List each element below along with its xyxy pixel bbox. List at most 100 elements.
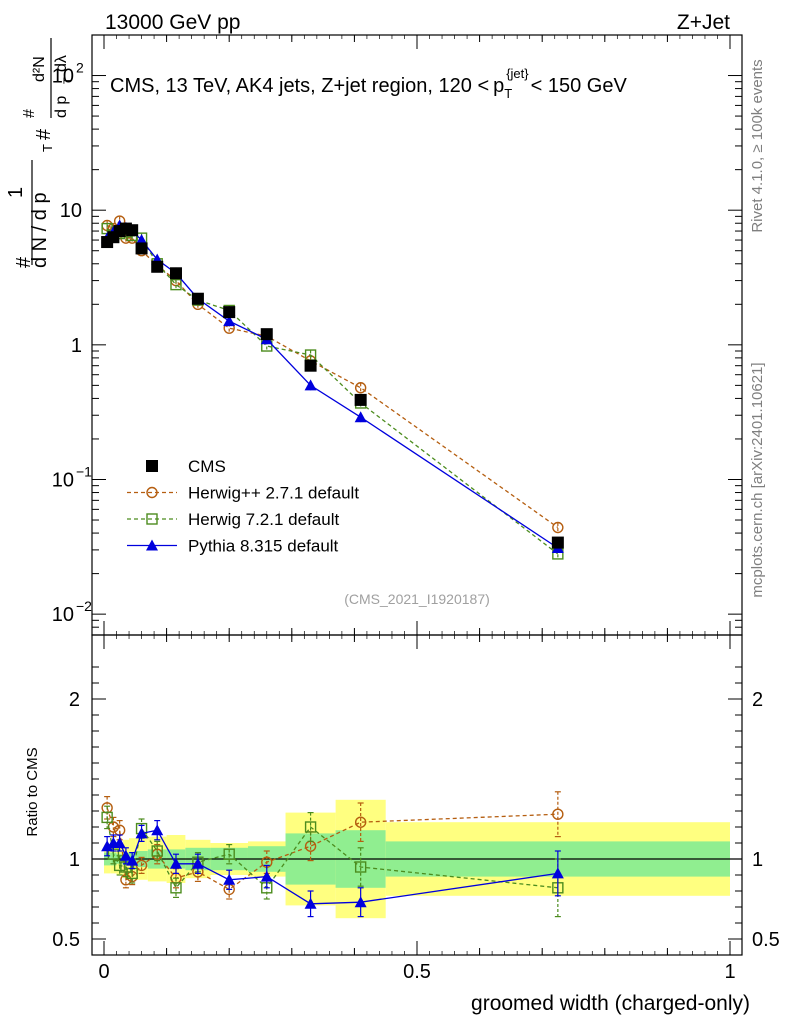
y-tick-label: 10 [60,200,82,222]
title-p: p [493,75,504,97]
chart-title: CMS, 13 TeV, AK4 jets, Z+jet region, 120… [110,66,627,101]
ylabel-hash-top: # [13,256,35,268]
analysis-id: (CMS_2021_I1920187) [344,591,490,607]
data-point [191,857,204,869]
x-tick-label: 1 [724,961,735,983]
data-point [135,242,148,255]
svg-text:CMS, 13 TeV, AK4 jets, Z+jet r: CMS, 13 TeV, AK4 jets, Z+jet region, 120… [110,66,627,101]
legend-label: CMS [188,457,226,476]
ylabel-num-hash: # [21,109,38,118]
data-point [223,315,236,327]
data-point [354,816,367,828]
ratio-series [101,791,564,918]
data-point [135,827,148,839]
data-point [151,824,164,836]
series-line [106,219,559,529]
data-point [260,870,273,882]
y-tick-label: 10 [52,469,74,491]
ylabel-den-sub: T [62,77,74,84]
legend-label: Herwig++ 2.7.1 default [188,484,359,503]
title-sup: {jet} [506,66,529,81]
legend-item: CMS [146,457,226,476]
ratio-series-2 [101,805,564,918]
header-energy-label: 13000 GeV pp [105,11,240,34]
ratio-y-tick-label-right: 1 [752,849,763,871]
data-point [146,486,158,499]
data-point [552,808,564,820]
ratio-y-tick-label-right: 0.5 [752,929,780,951]
data-point [223,848,235,860]
data-point [135,234,148,246]
x-tick-label: 0.5 [403,961,431,983]
legend-item: Herwig 7.2.1 default [127,510,339,529]
data-point [119,849,132,861]
data-point [354,411,367,423]
legend-item: Herwig++ 2.7.1 default [127,484,359,503]
data-point [552,521,564,534]
ratio-panel-frame [91,634,743,956]
data-point [169,267,182,280]
x-tick-label: 0 [98,961,109,983]
mcplots-label: mcplots.cern.ch [arXiv:2401.10621] [749,362,766,597]
data-point [551,867,564,879]
data-point [354,393,367,406]
data-point [146,539,158,551]
ratio-line [106,807,558,891]
ratio-y-tick-label: 2 [69,689,80,711]
legend-label: Pythia 8.315 default [188,537,339,556]
ratio-y-tick-label-right: 2 [752,689,763,711]
data-point [101,811,113,824]
header-process-label: Z+Jet [677,11,730,34]
title-prefix: CMS, 13 TeV, AK4 jets, Z+jet region, 120… [110,75,489,97]
main-ylabel: # 1 d N / d p T # d²N # d p T dλ [5,38,74,268]
data-point [113,837,126,848]
ylabel-dN-sub: T [40,144,55,152]
y-tick-label: 10 [52,604,74,626]
y-tick-exponent: 2 [76,60,84,76]
title-sub: T [504,86,512,101]
data-point [304,821,317,833]
x-axis-label: groomed width (charged-only) [471,992,750,1015]
legend-item: Pythia 8.315 default [127,537,339,556]
data-point [354,896,367,908]
legend-label: Herwig 7.2.1 default [188,510,339,529]
y-tick-exponent: −2 [76,598,92,614]
data-point [146,460,158,472]
data-point [126,854,139,866]
data-point [169,857,182,869]
series-0 [101,222,564,549]
title-suffix: < 150 GeV [531,75,628,97]
data-point [304,897,317,909]
data-point [260,328,273,341]
data-point [223,873,236,885]
data-point [113,859,126,872]
ylabel-hash-bottom: # [33,128,55,140]
data-point [551,536,564,549]
ylabel-num: d²N [31,56,48,82]
data-point [354,382,367,394]
y-tick-exponent: −1 [76,463,92,479]
y-tick-label: 10 [52,66,74,88]
data-point [191,292,204,305]
ylabel-one: 1 [5,187,27,198]
data-point [223,306,236,319]
data-point [354,861,367,873]
rivet-version-label: Rivet 4.1.0, ≥ 100k events [749,59,766,232]
ylabel-den-tail: dλ [53,55,70,72]
ratio-y-tick-label: 1 [69,849,80,871]
data-point [146,513,158,525]
legend: CMS Herwig++ 2.7.1 default Herwig 7.2.1 de… [127,457,359,556]
data-point [170,882,182,894]
data-point [304,379,317,391]
data-point [170,278,182,291]
data-point [304,359,317,372]
y-tick-label: 1 [71,335,82,357]
ylabel-den: d p [53,96,70,118]
ratio-y-tick-label: 0.5 [52,929,80,951]
ratio-ylabel: Ratio to CMS [24,747,41,836]
ylabel-dN: d N / d p [29,192,51,268]
ratio-series-3 [101,819,564,918]
data-point [151,845,163,857]
